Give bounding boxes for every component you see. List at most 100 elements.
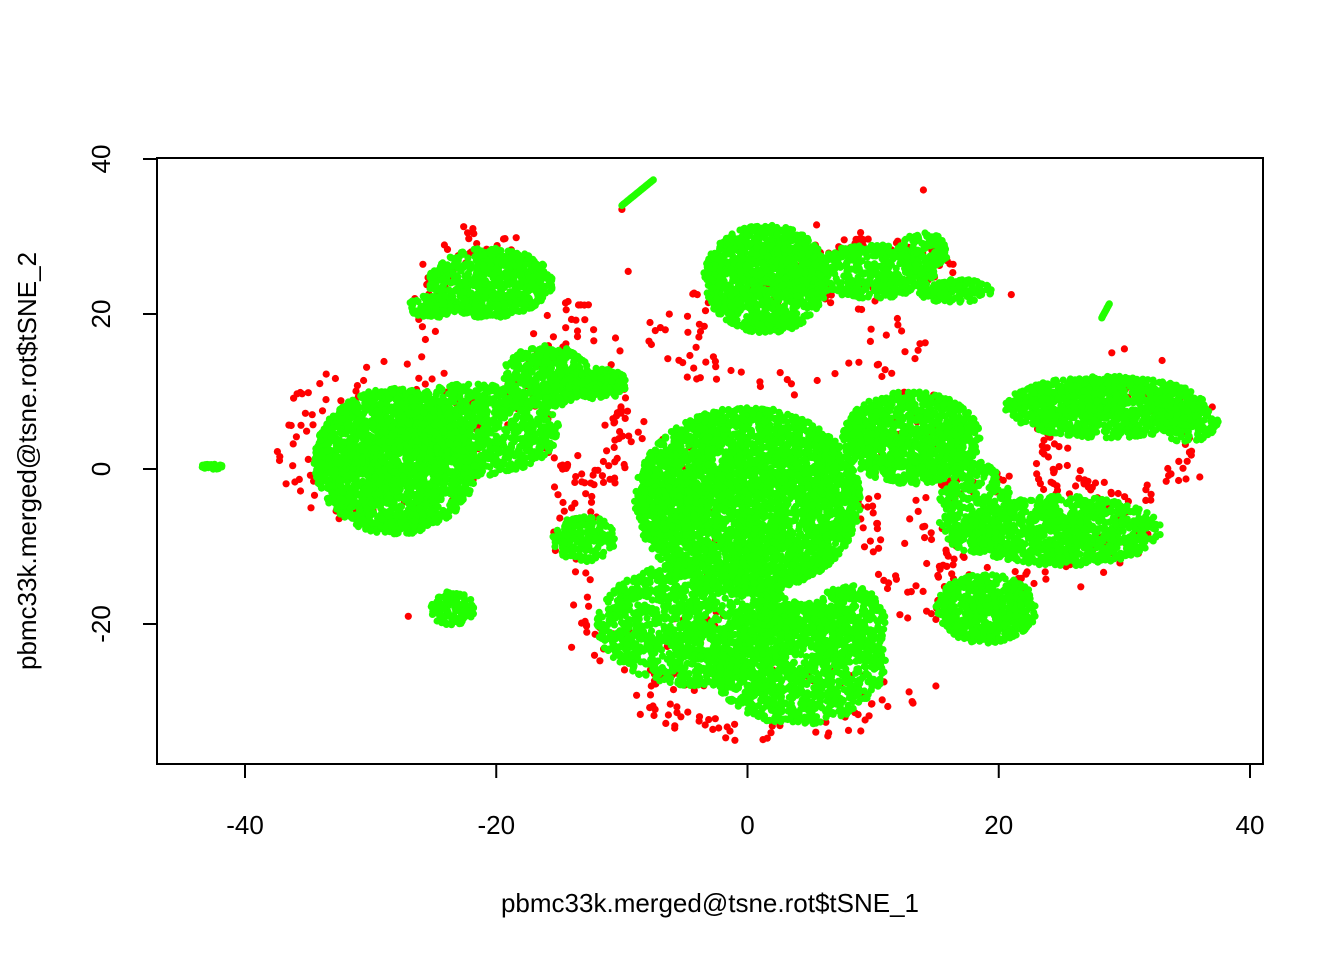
red-point bbox=[596, 657, 604, 665]
red-point bbox=[570, 601, 578, 609]
green-point bbox=[407, 492, 415, 500]
green-point bbox=[386, 507, 394, 515]
green-point bbox=[327, 433, 335, 441]
green-point bbox=[493, 402, 501, 410]
red-point bbox=[907, 588, 915, 596]
red-point bbox=[568, 643, 576, 651]
red-point bbox=[337, 397, 345, 405]
red-point bbox=[722, 734, 730, 742]
green-point bbox=[499, 433, 508, 441]
red-point bbox=[549, 333, 558, 341]
green-point bbox=[569, 362, 578, 370]
red-point bbox=[601, 421, 609, 429]
green-point bbox=[356, 506, 364, 514]
red-point bbox=[591, 466, 599, 474]
red-point bbox=[585, 602, 593, 610]
red-point bbox=[869, 509, 877, 517]
green-point bbox=[520, 307, 528, 315]
red-point bbox=[912, 496, 920, 504]
green-point bbox=[417, 491, 425, 500]
red-point bbox=[582, 490, 590, 498]
green-point bbox=[539, 261, 548, 269]
green-point bbox=[451, 428, 460, 436]
green-point bbox=[538, 409, 547, 417]
green-point bbox=[470, 462, 479, 470]
red-point bbox=[611, 458, 619, 466]
red-point bbox=[921, 534, 929, 542]
green-point bbox=[367, 500, 376, 508]
red-point bbox=[464, 229, 472, 237]
red-point bbox=[512, 234, 520, 242]
green-point bbox=[393, 486, 401, 494]
green-point bbox=[488, 292, 497, 300]
red-point bbox=[693, 291, 701, 299]
red-point bbox=[1011, 568, 1019, 576]
red-point bbox=[611, 436, 619, 444]
green-point bbox=[415, 504, 423, 512]
red-point bbox=[927, 535, 936, 544]
red-point bbox=[363, 363, 371, 371]
red-point bbox=[711, 357, 720, 365]
red-point bbox=[623, 407, 632, 415]
green-point bbox=[490, 271, 498, 279]
green-point bbox=[445, 286, 453, 294]
red-point bbox=[304, 389, 312, 397]
red-point bbox=[912, 582, 920, 590]
red-point bbox=[662, 719, 670, 728]
green-point bbox=[502, 292, 510, 301]
red-point bbox=[935, 562, 944, 571]
green-point bbox=[469, 443, 477, 451]
green-point bbox=[521, 250, 529, 258]
red-point bbox=[1047, 478, 1055, 486]
red-point bbox=[919, 587, 927, 596]
green-point bbox=[420, 476, 428, 484]
red-point bbox=[625, 432, 633, 440]
green-point bbox=[521, 300, 529, 308]
red-point bbox=[874, 492, 882, 500]
red-point bbox=[646, 691, 655, 699]
red-point bbox=[673, 703, 681, 711]
red-point bbox=[1147, 490, 1155, 498]
red-point bbox=[932, 682, 940, 690]
green-point bbox=[529, 420, 537, 428]
red-point bbox=[650, 711, 658, 720]
red-point bbox=[1158, 356, 1166, 365]
red-point bbox=[322, 370, 330, 378]
red-point bbox=[620, 666, 629, 674]
green-point bbox=[436, 420, 444, 428]
red-point bbox=[1175, 476, 1183, 485]
green-point bbox=[354, 458, 362, 466]
red-point bbox=[431, 327, 439, 335]
green-point bbox=[419, 420, 427, 428]
red-point bbox=[1033, 470, 1041, 478]
red-point bbox=[573, 333, 582, 341]
green-point bbox=[371, 473, 379, 481]
green-point bbox=[460, 309, 468, 317]
red-point bbox=[587, 508, 595, 516]
red-point bbox=[556, 514, 564, 522]
green-point bbox=[529, 273, 537, 281]
red-point bbox=[627, 438, 635, 446]
green-point bbox=[502, 398, 510, 406]
green-point bbox=[554, 421, 563, 430]
green-point bbox=[465, 380, 473, 388]
red-point bbox=[1032, 460, 1041, 468]
green-point bbox=[316, 430, 324, 438]
red-point bbox=[869, 548, 877, 556]
red-point bbox=[303, 427, 311, 435]
green-point bbox=[318, 452, 326, 460]
red-point bbox=[664, 711, 673, 719]
red-point bbox=[867, 700, 876, 708]
red-point bbox=[1100, 568, 1108, 577]
green-point bbox=[469, 291, 477, 299]
green-point bbox=[536, 448, 544, 456]
green-point bbox=[420, 444, 428, 452]
red-point bbox=[705, 716, 713, 724]
red-point bbox=[701, 307, 710, 315]
green-point bbox=[354, 481, 362, 489]
green-point bbox=[387, 518, 395, 526]
red-point bbox=[1182, 475, 1190, 483]
red-point bbox=[588, 492, 596, 501]
green-point bbox=[317, 476, 325, 484]
green-point bbox=[329, 424, 337, 432]
